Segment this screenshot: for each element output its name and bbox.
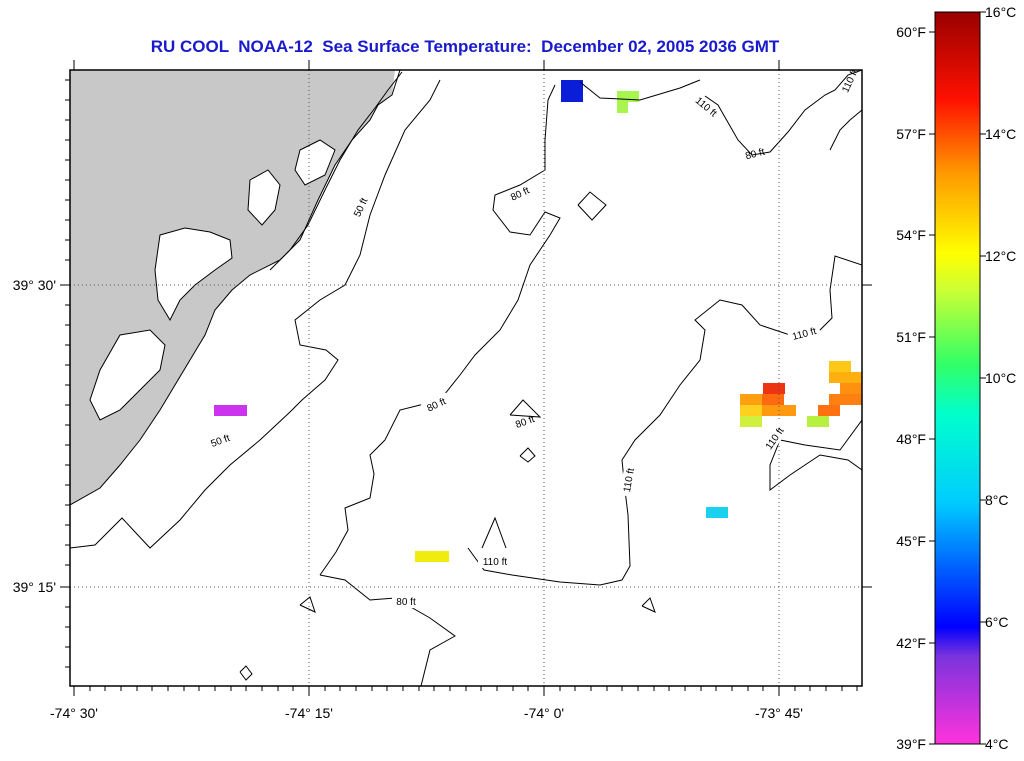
contour-label: 110 ft xyxy=(791,326,818,343)
coastline xyxy=(70,70,401,506)
colorbar: 60°F 57°F 54°F 51°F 48°F 45°F 42°F 39°F … xyxy=(896,4,1016,752)
depth-contours xyxy=(70,70,862,686)
colorbar-f-label: 51°F xyxy=(896,329,926,345)
contour-label: 80 ft xyxy=(744,147,766,163)
colorbar-c-label: 4°C xyxy=(985,736,1009,752)
colorbar-c-label: 12°C xyxy=(985,248,1016,264)
colorbar-f-label: 39°F xyxy=(896,736,926,752)
bay xyxy=(294,139,336,186)
contour-label: 80 ft xyxy=(396,597,416,608)
contour-label: 110 ft xyxy=(483,557,507,568)
contour-label: 110 ft xyxy=(693,95,719,119)
lon-label: -74° 15' xyxy=(285,705,333,721)
colorbar-f-label: 54°F xyxy=(896,227,926,243)
colorbar-f-label: 57°F xyxy=(896,126,926,142)
colorbar-f-label: 42°F xyxy=(896,635,926,651)
contour-label: 80 ft xyxy=(514,414,536,431)
lon-label: -74° 30' xyxy=(50,705,98,721)
bay xyxy=(89,329,166,421)
axis-ticks xyxy=(60,60,872,696)
colorbar-f-label: 60°F xyxy=(896,24,926,40)
lon-label: -74° 0' xyxy=(524,705,564,721)
colorbar-c-label: 8°C xyxy=(985,492,1009,508)
map-title: RU COOL NOAA-12 Sea Surface Temperature:… xyxy=(150,37,780,56)
graticule xyxy=(70,70,862,686)
colorbar-c-label: 16°C xyxy=(985,4,1016,20)
colorbar-c-label: 10°C xyxy=(985,370,1016,386)
contour-label: 110 ft xyxy=(622,467,637,493)
bay xyxy=(247,169,281,226)
colorbar-c-label: 6°C xyxy=(985,614,1009,630)
colorbar-f-label: 45°F xyxy=(896,533,926,549)
colorbar-f-label: 48°F xyxy=(896,431,926,447)
bay xyxy=(154,227,233,322)
colorbar-c-label: 14°C xyxy=(985,126,1016,142)
lat-label: 39° 15' xyxy=(13,579,56,595)
barrier-island xyxy=(269,71,403,271)
lon-label: -73° 45' xyxy=(755,705,803,721)
contour-label: 110 ft xyxy=(840,68,860,95)
lat-label: 39° 30' xyxy=(13,277,56,293)
